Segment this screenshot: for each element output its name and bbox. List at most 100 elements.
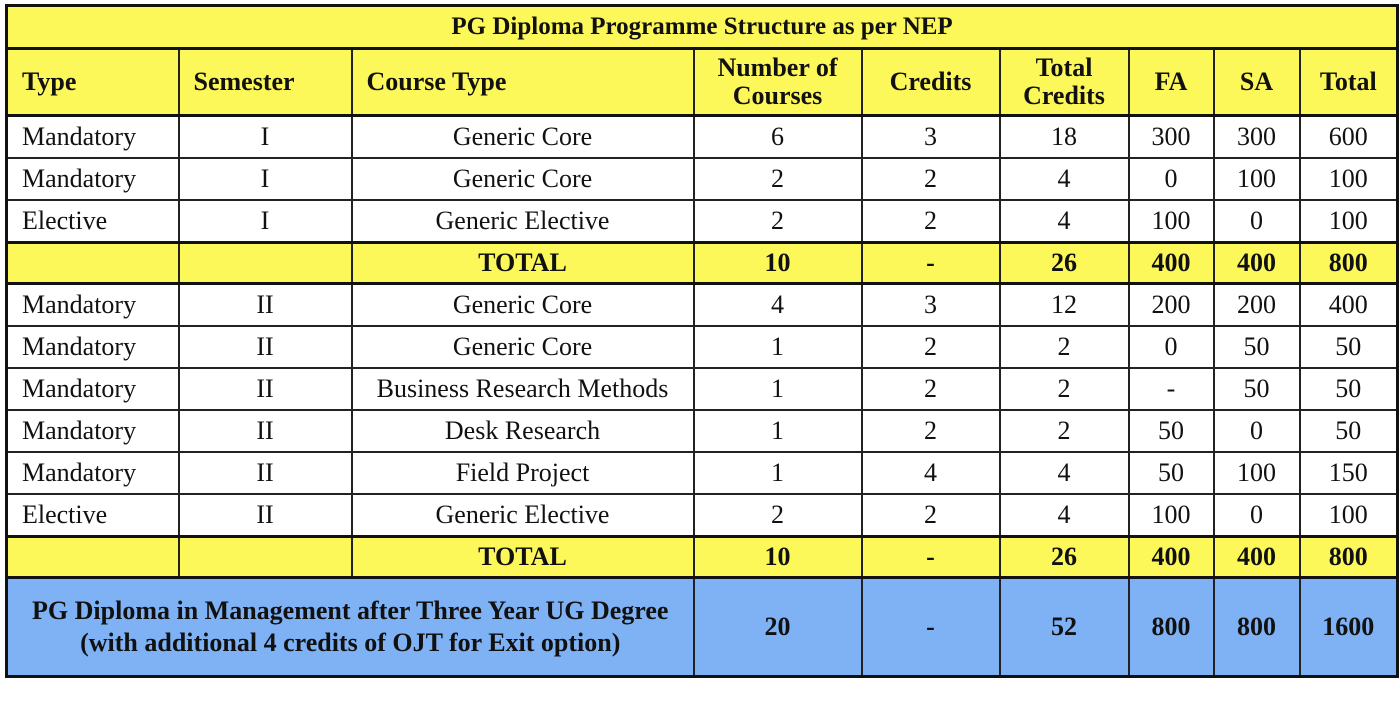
cell-fa: 400: [1127, 535, 1215, 579]
table-row: Mandatory II Generic Core 1 2 2 0 50 50: [5, 325, 1399, 369]
cell-type: Mandatory: [5, 367, 180, 411]
cell-fa: 0: [1127, 157, 1215, 201]
cell-type: Elective: [5, 199, 180, 244]
cell-credits: 2: [860, 367, 1001, 411]
grand-total-number-of-courses: 20: [692, 576, 863, 678]
cell-type: Elective: [5, 493, 180, 538]
header-type: Type: [5, 47, 180, 117]
cell-type: Mandatory: [5, 157, 180, 201]
cell-fa: -: [1127, 367, 1215, 411]
cell-course-type: Field Project: [350, 451, 695, 495]
cell-fa: 50: [1127, 409, 1215, 453]
cell-fa: 100: [1127, 493, 1215, 538]
cell-semester: II: [177, 451, 353, 495]
grand-total-sa: 800: [1212, 576, 1301, 678]
cell-course-type: TOTAL: [350, 241, 695, 285]
cell-number-of-courses: 10: [692, 535, 863, 579]
grand-total-total: 1600: [1298, 576, 1399, 678]
grand-total-fa: 800: [1127, 576, 1215, 678]
cell-type: Mandatory: [5, 325, 180, 369]
grand-total-total-credits: 52: [998, 576, 1130, 678]
table-row: Elective II Generic Elective 2 2 4 100 0 100: [5, 493, 1399, 538]
cell-total-credits: 12: [998, 282, 1130, 327]
cell-total: 600: [1298, 114, 1399, 159]
cell-total: 800: [1298, 535, 1399, 579]
header-course-type: Course Type: [350, 47, 695, 117]
cell-total: 50: [1298, 325, 1399, 369]
cell-total: 400: [1298, 282, 1399, 327]
cell-total-credits: 26: [998, 535, 1130, 579]
cell-semester: I: [177, 114, 353, 159]
cell-total-credits: 4: [998, 451, 1130, 495]
cell-total-credits: 2: [998, 409, 1130, 453]
cell-credits: 2: [860, 325, 1001, 369]
cell-sa: 300: [1212, 114, 1301, 159]
cell-total: 100: [1298, 157, 1399, 201]
cell-sa: 400: [1212, 535, 1301, 579]
cell-number-of-courses: 1: [692, 409, 863, 453]
cell-total-credits: 2: [998, 325, 1130, 369]
cell-total-credits: 26: [998, 241, 1130, 285]
cell-course-type: Generic Core: [350, 157, 695, 201]
cell-sa: 100: [1212, 451, 1301, 495]
semester-1-total-row: TOTAL 10-26 400 400 800: [5, 241, 1399, 285]
table-row: Mandatory II Generic Core 4 3 12 200 200 400: [5, 282, 1399, 327]
semester-2-total-row: TOTAL 10-26 400 400 800: [5, 535, 1399, 579]
cell-credits: 2: [860, 409, 1001, 453]
table-header-row: Type Semester Course Type Number of Courses…: [5, 47, 1399, 117]
cell-credits: 2: [860, 199, 1001, 244]
cell-total: 50: [1298, 367, 1399, 411]
header-semester: Semester: [177, 47, 353, 117]
cell-type: Mandatory: [5, 282, 180, 327]
cell-number-of-courses: 6: [692, 114, 863, 159]
cell-number-of-courses: 1: [692, 325, 863, 369]
cell-fa: 300: [1127, 114, 1215, 159]
grand-total-credits: -: [860, 576, 1001, 678]
cell-course-type: Business Research Methods: [350, 367, 695, 411]
cell-number-of-courses: 10: [692, 241, 863, 285]
cell-semester: II: [177, 325, 353, 369]
cell-type: [5, 535, 180, 579]
table-row: Mandatory I Generic Core 6 3 18 300 300 600: [5, 114, 1399, 159]
cell-number-of-courses: 2: [692, 493, 863, 538]
cell-course-type: Generic Core: [350, 114, 695, 159]
cell-credits: 4: [860, 451, 1001, 495]
cell-semester: [177, 241, 353, 285]
cell-semester: II: [177, 367, 353, 411]
cell-sa: 50: [1212, 325, 1301, 369]
cell-total: 150: [1298, 451, 1399, 495]
cell-credits: -: [860, 535, 1001, 579]
cell-total-credits: 4: [998, 157, 1130, 201]
cell-course-type: TOTAL: [350, 535, 695, 579]
cell-total-credits: 2: [998, 367, 1130, 411]
cell-type: Mandatory: [5, 451, 180, 495]
header-credits: Credits: [860, 47, 1001, 117]
table-body: Mandatory I Generic Core 6 3 18 300 300 600 Manda…: [5, 114, 1399, 678]
cell-course-type: Generic Elective: [350, 199, 695, 244]
cell-course-type: Generic Core: [350, 282, 695, 327]
cell-course-type: Desk Research: [350, 409, 695, 453]
cell-number-of-courses: 2: [692, 157, 863, 201]
header-sa: SA: [1212, 47, 1301, 117]
cell-credits: 3: [860, 282, 1001, 327]
cell-total: 100: [1298, 493, 1399, 538]
cell-credits: -: [860, 241, 1001, 285]
cell-total-credits: 4: [998, 199, 1130, 244]
cell-credits: 2: [860, 493, 1001, 538]
cell-number-of-courses: 1: [692, 367, 863, 411]
cell-semester: I: [177, 199, 353, 244]
header-total-credits: Total Credits: [998, 47, 1130, 117]
cell-sa: 0: [1212, 199, 1301, 244]
cell-credits: 3: [860, 114, 1001, 159]
cell-sa: 400: [1212, 241, 1301, 285]
cell-course-type: Generic Core: [350, 325, 695, 369]
cell-fa: 200: [1127, 282, 1215, 327]
grand-total-label: PG Diploma in Management after Three Yea…: [5, 576, 695, 678]
cell-total-credits: 18: [998, 114, 1130, 159]
cell-number-of-courses: 2: [692, 199, 863, 244]
cell-sa: 50: [1212, 367, 1301, 411]
cell-sa: 100: [1212, 157, 1301, 201]
cell-fa: 400: [1127, 241, 1215, 285]
cell-course-type: Generic Elective: [350, 493, 695, 538]
cell-semester: II: [177, 282, 353, 327]
